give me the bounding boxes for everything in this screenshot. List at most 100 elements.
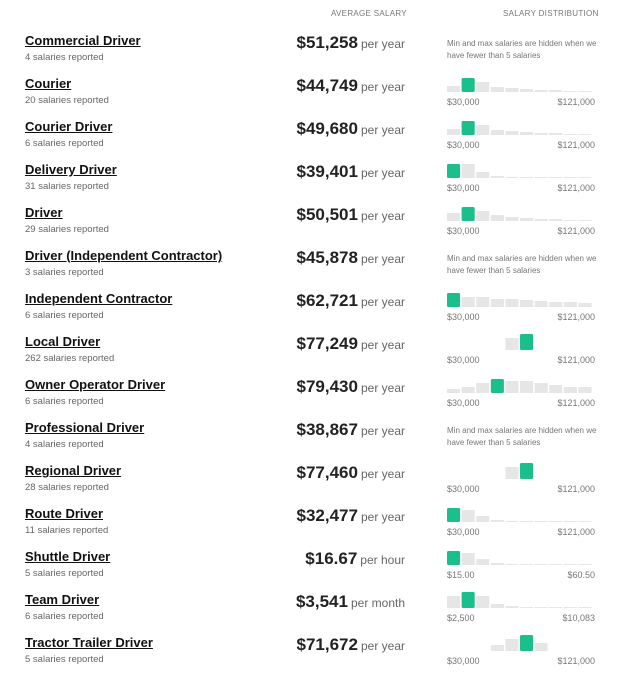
- header-average: AVERAGE SALARY: [331, 9, 407, 18]
- salary-unit: per year: [360, 467, 405, 481]
- job-title[interactable]: Professional Driver: [25, 420, 145, 435]
- average-salary: $16.67 per hour: [305, 549, 405, 569]
- salary-count: 6 salaries reported: [25, 396, 104, 407]
- salary-count: 6 salaries reported: [25, 611, 104, 622]
- distribution-bar: [447, 508, 461, 522]
- distribution-bar: [563, 177, 577, 178]
- distribution-bar: [578, 91, 592, 92]
- job-title[interactable]: Team Driver: [25, 592, 100, 607]
- distribution-bar: [578, 220, 592, 221]
- distribution-bar: [549, 521, 563, 522]
- job-title[interactable]: Courier Driver: [25, 119, 113, 134]
- min-salary: $30,000: [447, 97, 480, 107]
- salary-count: 5 salaries reported: [25, 654, 104, 665]
- min-salary: $30,000: [447, 527, 480, 537]
- distribution-bar: [461, 121, 475, 135]
- distribution-bar: [549, 177, 563, 178]
- distribution-bar: [461, 78, 475, 92]
- distribution-bar: [490, 215, 504, 221]
- salary-amount: $51,258: [296, 33, 358, 52]
- distribution-bar: [476, 559, 490, 565]
- distribution-bar: [534, 607, 548, 608]
- max-salary: $60.50: [567, 570, 595, 580]
- distribution-bar: [578, 607, 592, 608]
- job-title[interactable]: Commercial Driver: [25, 33, 141, 48]
- distribution-bar: [461, 510, 475, 522]
- salary-unit: per month: [350, 596, 405, 610]
- distribution-bar: [476, 297, 490, 307]
- min-salary: $30,000: [447, 355, 480, 365]
- distribution-bar: [505, 88, 519, 92]
- distribution-bar: [505, 639, 519, 651]
- distribution-bar: [505, 606, 519, 608]
- salary-amount: $77,249: [296, 334, 358, 353]
- distribution-bar: [549, 90, 563, 92]
- distribution-bar: [505, 299, 519, 307]
- salary-unit: per year: [360, 252, 405, 266]
- distribution-bar: [476, 516, 490, 522]
- min-salary: $30,000: [447, 183, 480, 193]
- distribution-bar: [490, 379, 504, 393]
- distribution-bar: [505, 177, 519, 178]
- job-title[interactable]: Owner Operator Driver: [25, 377, 166, 392]
- min-salary: $30,000: [447, 312, 480, 322]
- min-salary: $15.00: [447, 570, 475, 580]
- job-title[interactable]: Route Driver: [25, 506, 104, 521]
- salary-count: 4 salaries reported: [25, 52, 104, 63]
- salary-amount: $77,460: [296, 463, 358, 482]
- distribution-bar: [490, 520, 504, 522]
- distribution-bar: [490, 130, 504, 135]
- average-salary: $79,430 per year: [297, 377, 405, 397]
- max-salary: $121,000: [557, 355, 595, 365]
- distribution-bar: [476, 172, 490, 178]
- distribution-bar: [578, 134, 592, 135]
- distribution-bar: [563, 564, 577, 565]
- distribution-bar: [461, 592, 475, 608]
- salary-amount: $45,878: [296, 248, 358, 267]
- distribution-bar: [447, 293, 461, 307]
- distribution-bar: [563, 91, 577, 92]
- job-title[interactable]: Driver: [25, 205, 63, 220]
- job-title[interactable]: Tractor Trailer Driver: [25, 635, 153, 650]
- job-title[interactable]: Local Driver: [25, 334, 101, 349]
- distribution-bar: [447, 129, 461, 135]
- salary-amount: $49,680: [296, 119, 358, 138]
- min-salary: $2,500: [447, 613, 475, 623]
- average-salary: $77,460 per year: [297, 463, 405, 483]
- salary-unit: per year: [360, 639, 405, 653]
- max-salary: $121,000: [557, 226, 595, 236]
- distribution-bar: [461, 164, 475, 178]
- distribution-bar: [563, 302, 577, 307]
- max-salary: $121,000: [557, 97, 595, 107]
- average-salary: $50,501 per year: [297, 205, 405, 225]
- max-salary: $121,000: [557, 527, 595, 537]
- salary-amount: $39,401: [296, 162, 358, 181]
- job-title[interactable]: Independent Contractor: [25, 291, 173, 306]
- distribution-bar: [578, 521, 592, 522]
- hidden-note: Min and max salaries are hidden when we …: [447, 254, 597, 275]
- salary-amount: $32,477: [296, 506, 358, 525]
- distribution-bar: [490, 604, 504, 608]
- job-title[interactable]: Delivery Driver: [25, 162, 117, 177]
- header-distribution: SALARY DISTRIBUTION: [503, 9, 599, 18]
- job-title[interactable]: Driver (Independent Contractor): [25, 248, 223, 263]
- distribution-bar: [476, 82, 490, 92]
- job-title[interactable]: Courier: [25, 76, 72, 91]
- job-title[interactable]: Shuttle Driver: [25, 549, 111, 564]
- distribution-bar: [520, 177, 534, 178]
- distribution-bar: [549, 607, 563, 608]
- salary-amount: $16.67: [305, 549, 358, 568]
- distribution-bar: [520, 89, 534, 92]
- distribution-bar: [476, 596, 490, 608]
- distribution-bar: [505, 467, 519, 479]
- salary-unit: per year: [360, 166, 405, 180]
- min-salary: $30,000: [447, 656, 480, 666]
- distribution-bar: [490, 87, 504, 92]
- salary-unit: per year: [360, 381, 405, 395]
- job-title[interactable]: Regional Driver: [25, 463, 122, 478]
- distribution-bar: [447, 389, 461, 393]
- salary-count: 20 salaries reported: [25, 95, 109, 106]
- average-salary: $49,680 per year: [297, 119, 405, 139]
- distribution-bar: [490, 563, 504, 565]
- distribution-bar: [534, 383, 548, 393]
